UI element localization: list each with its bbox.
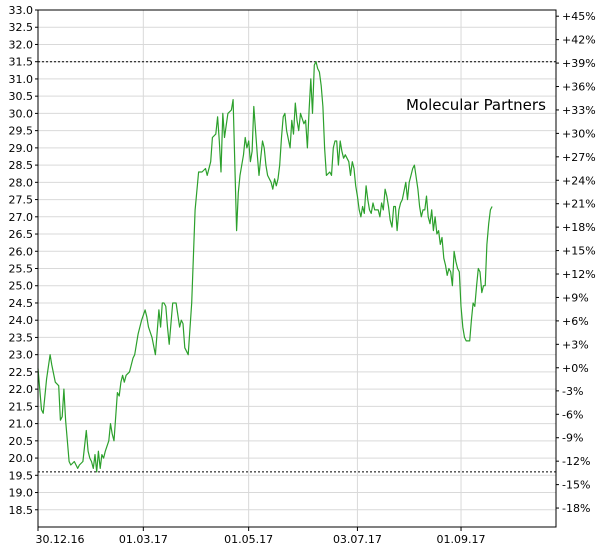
x-tick-label: 01.09.17 (437, 533, 486, 546)
y-tick-label-left: 27.5 (9, 194, 34, 207)
y-tick-label-left: 30.0 (9, 107, 34, 120)
y-tick-label-left: 19.0 (9, 487, 34, 500)
y-tick-label-left: 23.5 (9, 331, 34, 344)
y-tick-label-left: 21.5 (9, 400, 34, 413)
y-tick-label-right: +0% (562, 362, 589, 375)
y-tick-label-right: +12% (562, 268, 596, 281)
y-tick-label-right: +27% (562, 151, 596, 164)
y-tick-label-left: 33.0 (9, 4, 34, 17)
series-layer (37, 61, 493, 473)
y-tick-label-right: +33% (562, 104, 596, 117)
y-tick-label-left: 27.0 (9, 211, 34, 224)
price-line (37, 61, 493, 473)
y-tick-label-right: +9% (562, 291, 589, 304)
y-tick-label-left: 22.0 (9, 383, 34, 396)
y-tick-label-right: +3% (562, 338, 589, 351)
y-tick-label-right: -18% (562, 502, 590, 515)
y-tick-label-left: 19.5 (9, 469, 34, 482)
y-tick-label-left: 20.5 (9, 435, 34, 448)
x-tick-label: 01.03.17 (119, 533, 168, 546)
series-label: Molecular Partners (406, 96, 546, 114)
y-tick-label-right: +42% (562, 34, 596, 47)
y-tick-label-right: +36% (562, 81, 596, 94)
y-tick-label-right: +39% (562, 57, 596, 70)
y-tick-label-left: 32.0 (9, 38, 34, 51)
y-tick-label-right: +45% (562, 10, 596, 23)
y-tick-label-left: 22.5 (9, 366, 34, 379)
x-tick-label: 03.07.17 (333, 533, 382, 546)
y-tick-label-right: -6% (562, 408, 583, 421)
y-tick-label-right: +21% (562, 198, 596, 211)
y-tick-label-left: 24.0 (9, 314, 34, 327)
y-tick-label-right: -9% (562, 432, 583, 445)
x-tick-label: 30.12.16 (36, 533, 85, 546)
y-tick-label-right: -15% (562, 479, 590, 492)
y-tick-label-left: 23.0 (9, 349, 34, 362)
y-tick-label-right: +30% (562, 127, 596, 140)
y-tick-label-left: 28.0 (9, 176, 34, 189)
y-tick-label-left: 25.0 (9, 280, 34, 293)
y-tick-label-left: 21.0 (9, 418, 34, 431)
y-tick-label-left: 26.5 (9, 228, 34, 241)
y-tick-label-left: 24.5 (9, 297, 34, 310)
x-axis-ticks: 30.12.16 01.03.17 01.05.17 03.07.17 01.09.17 (36, 527, 486, 546)
y-tick-label-left: 28.5 (9, 159, 34, 172)
y-tick-label-right: +24% (562, 174, 596, 187)
y-tick-label-left: 31.5 (9, 56, 34, 69)
y-tick-label-right: +6% (562, 315, 589, 328)
y-axis-right-ticks: -18% -15% -12% -9% -6% -3% +0% +3% +6% +9% +12% +15… (556, 10, 596, 515)
y-tick-label-left: 32.5 (9, 21, 34, 34)
y-tick-label-right: -3% (562, 385, 583, 398)
y-tick-label-left: 25.5 (9, 263, 34, 276)
y-tick-label-left: 29.0 (9, 142, 34, 155)
y-tick-label-left: 30.5 (9, 90, 34, 103)
y-tick-label-right: -12% (562, 455, 590, 468)
y-tick-label-right: +15% (562, 245, 596, 258)
x-tick-label: 01.05.17 (224, 533, 273, 546)
y-tick-label-right: +18% (562, 221, 596, 234)
y-tick-label-left: 20.0 (9, 452, 34, 465)
y-axis-left-ticks: 18.5 19.0 19.5 20.0 20.5 21.0 21.5 22.0 22.5 23.0… (9, 4, 38, 517)
y-tick-label-left: 18.5 (9, 504, 34, 517)
y-tick-label-left: 29.5 (9, 125, 34, 138)
y-tick-label-left: 26.0 (9, 245, 34, 258)
y-tick-label-left: 31.0 (9, 73, 34, 86)
